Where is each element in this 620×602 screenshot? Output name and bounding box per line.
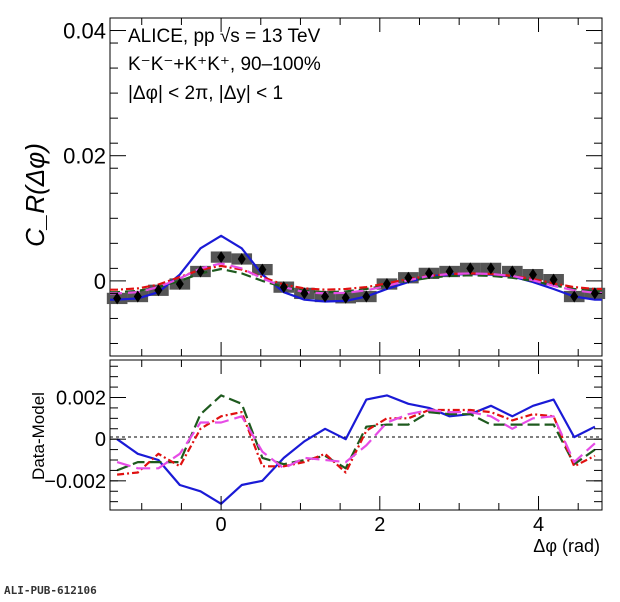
data-point	[258, 263, 267, 276]
data-point	[237, 252, 246, 265]
residual-curve-red	[116, 408, 596, 476]
annotation-line1: ALICE, pp √s = 13 TeV	[128, 26, 321, 47]
y-tick-label: −0.002	[44, 471, 106, 493]
data-point	[425, 267, 434, 280]
residual-curves	[116, 394, 596, 505]
x-tick-label: 0	[216, 514, 227, 536]
top-frame	[109, 17, 603, 357]
data-point	[528, 268, 537, 281]
publication-id: ALI-PUB-612106	[4, 584, 97, 597]
data-point	[486, 262, 495, 275]
data-point	[362, 290, 371, 303]
y-tick-label: 0.04	[63, 19, 106, 44]
data-point	[466, 262, 475, 275]
bottom-y-axis-label: Data-Model	[29, 392, 48, 480]
data-point	[404, 271, 413, 284]
data-point	[175, 278, 184, 291]
data-point	[570, 290, 579, 303]
data-point	[549, 273, 558, 286]
annotation-line3: |Δφ| < 2π, |Δy| < 1	[128, 83, 283, 104]
x-tick-label: 4	[533, 514, 544, 536]
data-point	[196, 265, 205, 278]
top-panel: 0 0.02 0.04 ALICE, pp √s = 13 TeV K⁻K⁻+K⁺K…	[20, 17, 606, 357]
data-point	[133, 290, 142, 303]
data-point	[341, 291, 350, 304]
residual-curve-magenta	[116, 408, 596, 470]
data-point	[217, 251, 226, 264]
y-tick-label: 0.02	[63, 144, 106, 169]
data-point	[321, 290, 330, 303]
y-tick-label: 0	[94, 269, 106, 294]
model-curve-magenta	[110, 262, 602, 295]
bottom-axes: −0.002 0 0.002 0 2 4	[44, 360, 602, 536]
data-point	[300, 287, 309, 300]
y-tick-label: 0	[95, 429, 106, 451]
data-points	[113, 251, 599, 305]
top-axes: 0 0.02 0.04	[63, 18, 602, 356]
x-tick-label: 2	[374, 514, 385, 536]
data-point	[154, 284, 163, 297]
model-curves	[110, 234, 602, 303]
residual-curve-green	[116, 394, 596, 472]
data-point	[382, 278, 391, 291]
bottom-panel: −0.002 0 0.002 0 2 4 Data-Model Δφ (rad)	[29, 359, 603, 556]
annotation-line2: K⁻K⁻+K⁺K⁺, 90–100%	[128, 54, 321, 75]
bottom-frame	[109, 359, 603, 511]
y-tick-label: 0.002	[56, 388, 106, 410]
x-axis-label: Δφ (rad)	[533, 536, 600, 556]
data-point	[113, 292, 122, 305]
data-point	[445, 265, 454, 278]
data-point	[279, 281, 288, 294]
data-point	[508, 265, 517, 278]
top-y-axis-label: C_R(Δφ)	[20, 143, 50, 247]
residual-curve-blue	[116, 394, 596, 505]
